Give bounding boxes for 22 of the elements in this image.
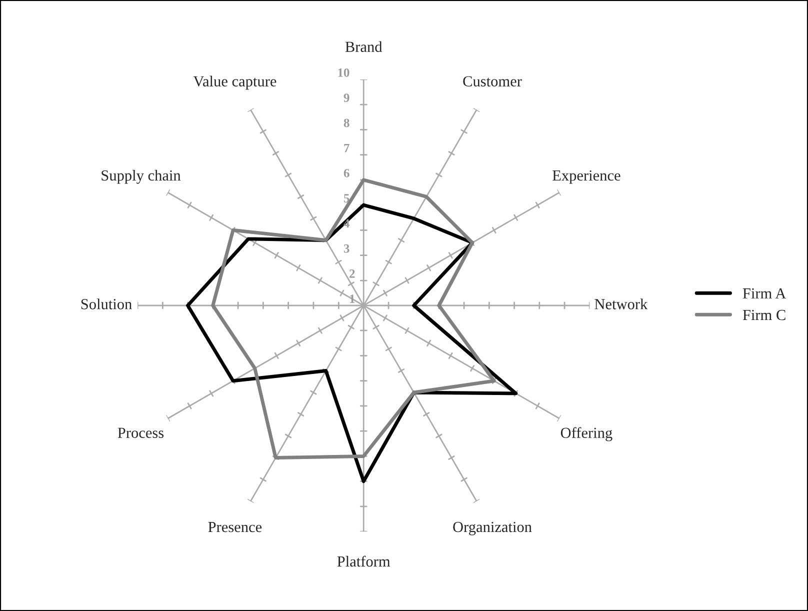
y-tick-label: 2 bbox=[350, 269, 355, 278]
spoke-label: Customer bbox=[463, 76, 522, 86]
y-tick-label: 5 bbox=[344, 194, 350, 202]
y-tick-label: 3 bbox=[344, 244, 350, 253]
y-tick-label: 9 bbox=[344, 94, 350, 102]
spoke-label: Network bbox=[594, 298, 648, 310]
spoke-label: Process bbox=[118, 428, 164, 438]
spoke-label: Presence bbox=[208, 522, 262, 532]
y-tick-label: 7 bbox=[344, 144, 350, 152]
spoke-label: Experience bbox=[552, 170, 620, 184]
spoke-label: Brand bbox=[345, 41, 382, 52]
spoke-label: Organization bbox=[453, 522, 532, 536]
legend-label: Firm A bbox=[742, 288, 786, 298]
spoke-label: Solution bbox=[81, 298, 132, 310]
spoke-label: Value capture bbox=[193, 76, 276, 90]
y-tick-label: 6 bbox=[344, 168, 350, 178]
legend-label: Firm C bbox=[742, 310, 786, 320]
spoke-label: Platform bbox=[337, 556, 390, 567]
y-tick-label: 8 bbox=[344, 118, 350, 128]
spoke-label: Offering bbox=[560, 427, 612, 442]
y-tick-label: 10 bbox=[338, 68, 350, 77]
spoke-label: Supply chain bbox=[102, 170, 181, 184]
